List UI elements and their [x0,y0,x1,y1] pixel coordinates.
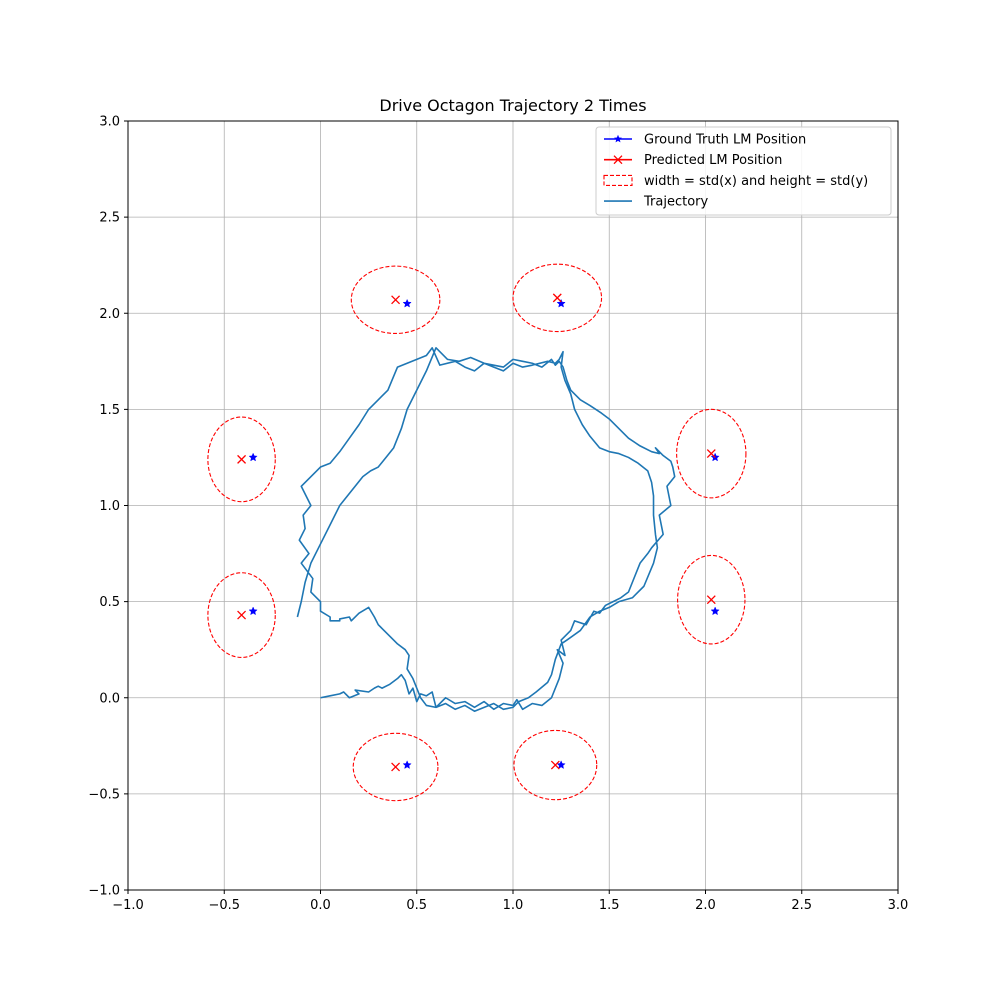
y-tick-label: 1.5 [99,403,120,418]
std-ellipse [676,408,747,499]
trajectory-line [296,347,676,713]
y-tick-label: 2.0 [99,307,120,322]
y-tick-label: −1.0 [88,884,120,899]
y-tick-label: −0.5 [88,787,120,802]
std-ellipse [207,572,276,658]
y-tick-label: 0.5 [99,595,120,610]
predicted-marker [391,762,401,772]
predicted-marker [391,295,401,305]
legend-label: Trajectory [643,195,708,210]
ground-truth-marker [248,452,258,462]
y-tick-label: 3.0 [99,115,120,130]
x-tick-label: 1.0 [503,898,524,913]
legend-frame [595,126,892,216]
x-tick-label: 3.0 [888,898,909,913]
std-ellipse [512,263,603,333]
std-ellipse [513,729,598,801]
std-ellipse [207,416,276,503]
ground-truth-marker [402,298,412,308]
chart-title: Drive Octagon Trajectory 2 Times [379,96,646,115]
plot-area: −1.0 −0.5 0.0 0.5 1.0 1.5 2.0 2.5 3.0 −1.0 −0.5 0.0… [88,115,908,914]
x-tick-label: 0.5 [406,898,427,913]
x-tick-label: −0.5 [208,898,240,913]
x-tick-label: 0.0 [310,898,331,913]
predicted-marker [706,595,716,605]
predicted-marker [550,760,560,770]
x-tick-label: 2.5 [791,898,812,913]
y-tick-label: 0.0 [99,691,120,706]
x-tick-label: −1.0 [112,898,144,913]
legend-label: width = std(x) and height = std(y) [644,174,868,189]
predicted-marker [237,454,247,464]
predicted-marker [552,293,562,303]
ground-truth-marker [402,760,412,769]
predicted-marker [237,610,247,620]
x-tick-label: 1.5 [599,898,620,913]
legend: Ground Truth LM Position Predicted LM Pos… [595,126,892,216]
std-ellipse [352,732,439,802]
ground-truth-marker [556,298,566,308]
std-ellipse [350,265,441,335]
std-ellipse [677,554,746,645]
x-tick-label: 2.0 [695,898,716,913]
predicted-marker [706,449,716,459]
legend-swatch-box [603,174,633,186]
y-tick-label: 1.0 [99,499,120,514]
legend-label: Ground Truth LM Position [644,133,806,148]
y-tick-label: 2.5 [99,211,120,226]
legend-swatch-x [613,155,623,165]
ground-truth-marker [248,606,258,616]
ground-truth-marker [556,760,566,769]
legend-swatch-star [614,134,622,143]
legend-label: Predicted LM Position [644,153,782,168]
ground-truth-marker [710,606,720,616]
